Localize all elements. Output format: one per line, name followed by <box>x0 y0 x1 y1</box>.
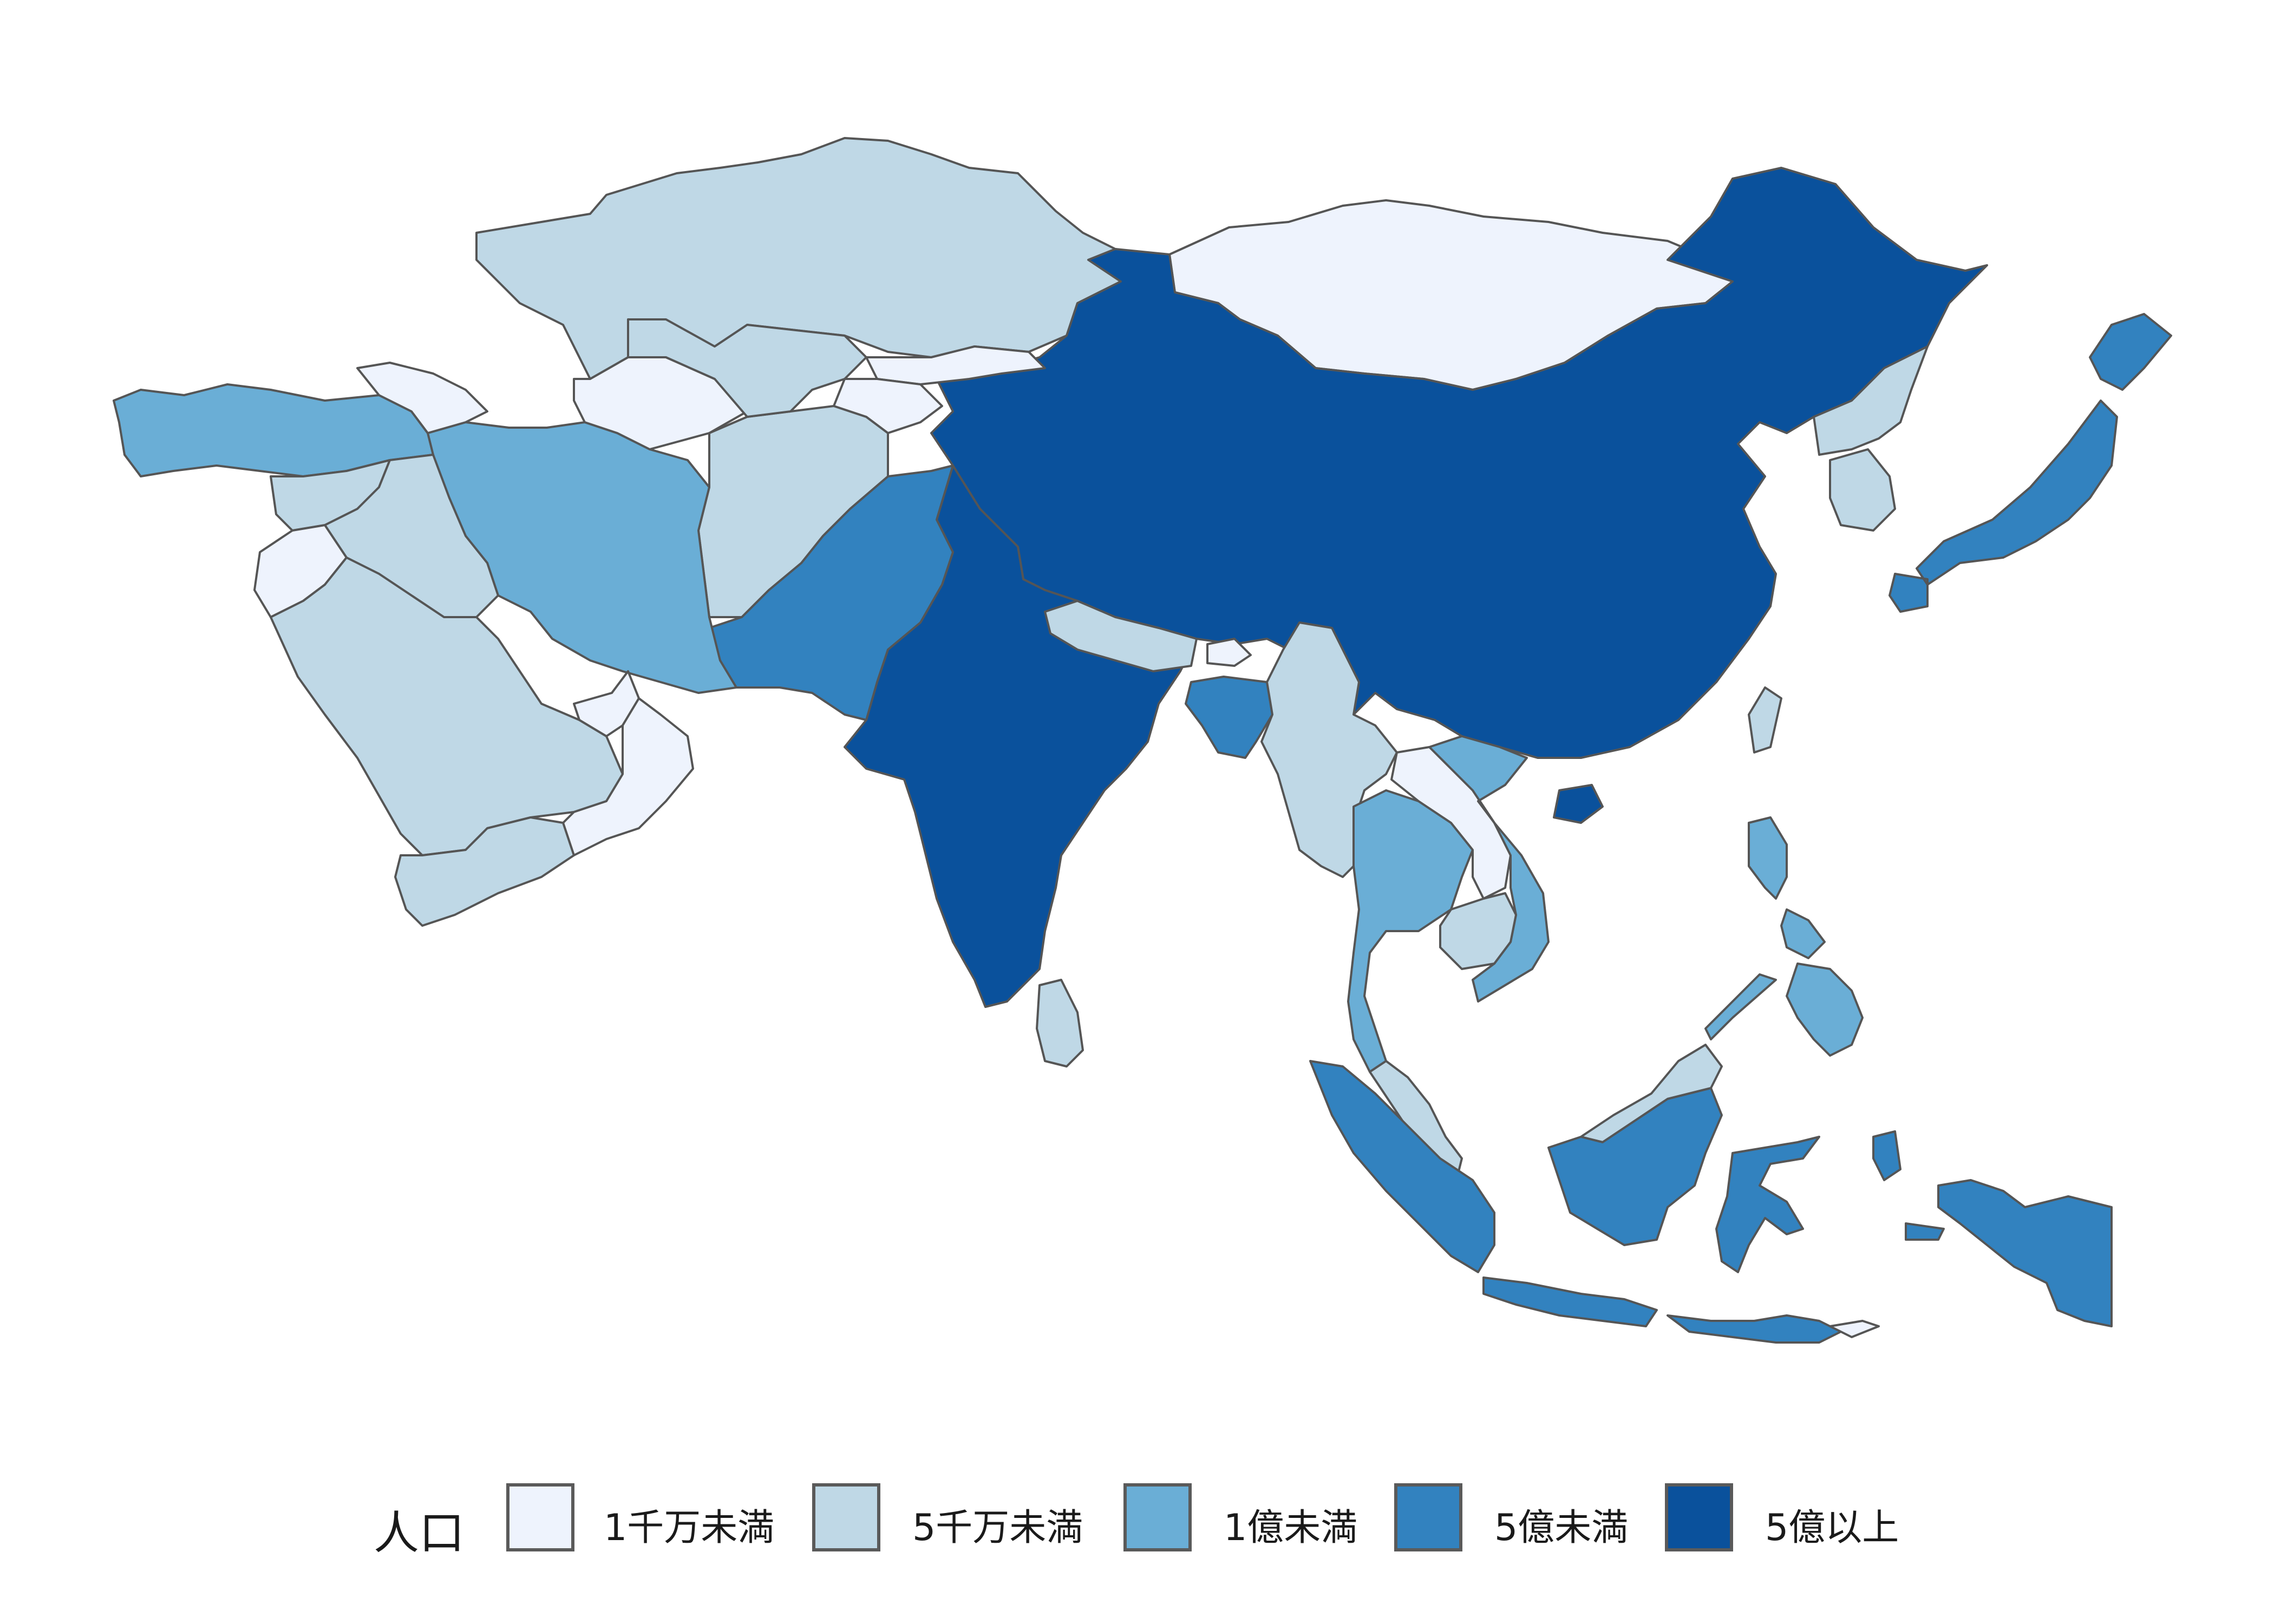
legend-swatch-3 <box>1123 1483 1192 1551</box>
legend-label-5: 5億以上 <box>1765 1507 1899 1549</box>
legend-label-1: 1千万未満 <box>604 1507 775 1549</box>
region-bhutan <box>1206 638 1252 667</box>
region-caucasus <box>356 362 488 434</box>
region-north-korea <box>1813 345 1929 456</box>
region-oman <box>562 697 694 856</box>
region-timor <box>1829 1320 1880 1338</box>
legend: 人口 1千万未満 5千万未満 1億未満 5億未満 5億以上 <box>0 1472 2274 1570</box>
region-maluku <box>1872 1130 1945 1241</box>
region-turkmenistan <box>573 356 748 450</box>
region-sulawesi <box>1715 1136 1820 1273</box>
region-kalimantan <box>1547 1087 1723 1246</box>
region-japan <box>1889 313 2172 613</box>
region-taiwan <box>1748 686 1782 754</box>
legend-swatch-1 <box>506 1483 574 1551</box>
region-philippines <box>1704 816 1864 1057</box>
region-saudi-arabia <box>270 556 624 856</box>
region-lesser-sunda <box>1667 1314 1842 1344</box>
legend-label-2: 5千万未満 <box>912 1507 1083 1549</box>
region-nepal <box>1044 600 1198 672</box>
region-hainan <box>1553 784 1604 824</box>
region-vietnam <box>1428 735 1550 1003</box>
legend-swatch-5 <box>1665 1483 1733 1551</box>
region-cambodia <box>1439 892 1517 970</box>
region-south-korea <box>1829 448 1896 532</box>
legend-swatch-2 <box>812 1483 880 1551</box>
region-bangladesh <box>1185 676 1273 759</box>
legend-swatch-4 <box>1394 1483 1462 1551</box>
region-java <box>1482 1276 1658 1327</box>
region-yemen <box>394 816 575 927</box>
region-sri-lanka <box>1036 979 1084 1068</box>
region-new-guinea <box>1937 1179 2113 1327</box>
legend-label-3: 1億未満 <box>1224 1507 1358 1549</box>
legend-label-4: 5億未満 <box>1494 1507 1629 1549</box>
legend-title: 人口 <box>374 1507 465 1560</box>
region-tajikistan <box>833 378 943 434</box>
region-sumatra <box>1309 1060 1495 1273</box>
